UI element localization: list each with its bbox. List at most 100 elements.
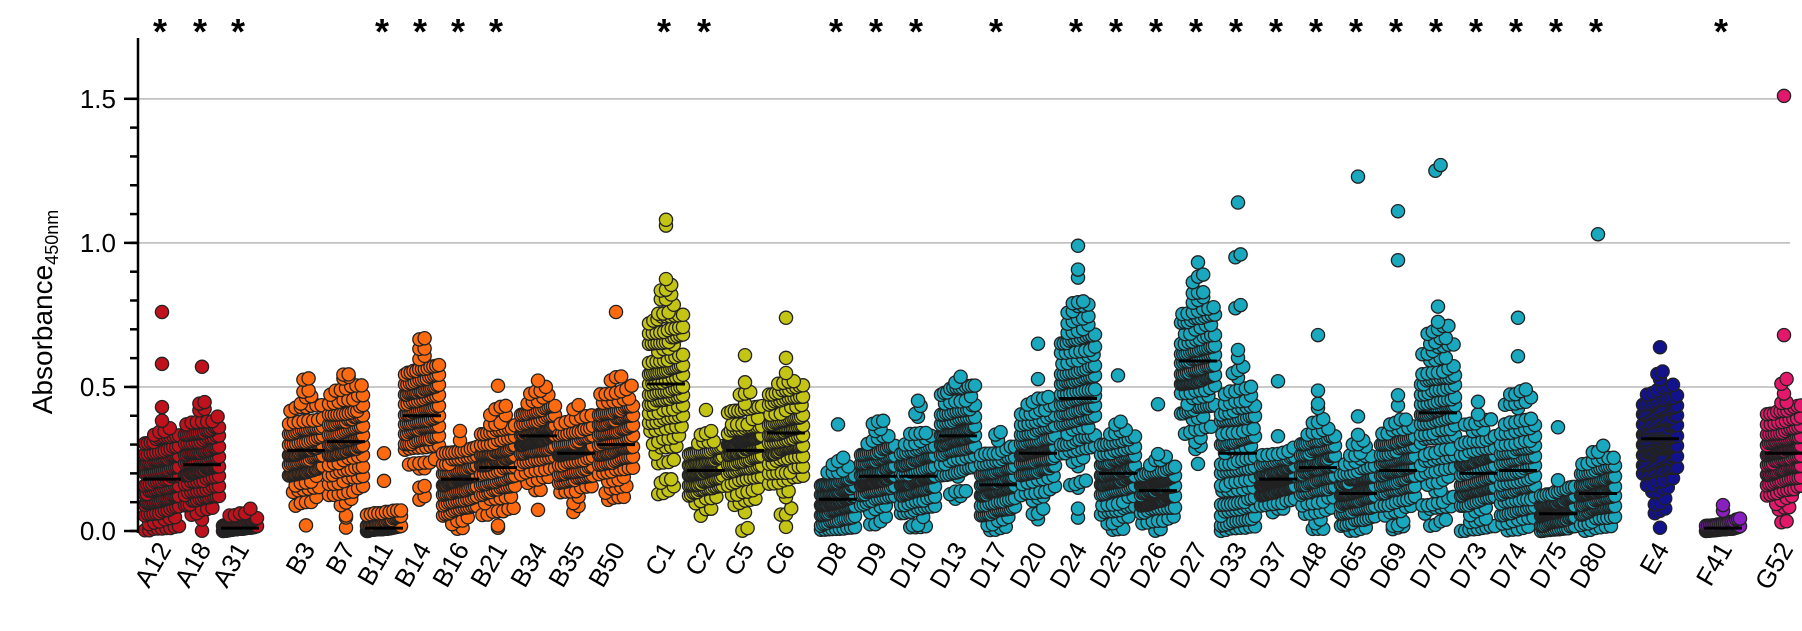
- data-point: [571, 397, 586, 413]
- data-point: [154, 413, 170, 428]
- data-point: [530, 373, 546, 388]
- group-D69: [1373, 203, 1423, 537]
- data-point: [967, 378, 983, 393]
- data-point: [1310, 383, 1326, 398]
- data-point: [498, 398, 514, 414]
- data-point: [194, 359, 210, 375]
- data-point: [1233, 297, 1248, 313]
- data-point: [1350, 409, 1366, 424]
- data-point: [698, 402, 714, 418]
- data-point: [1150, 396, 1166, 412]
- data-point: [1030, 336, 1046, 351]
- data-point: [1550, 473, 1566, 488]
- data-point: [1190, 255, 1206, 270]
- group-C6: [761, 310, 811, 535]
- data-point: [431, 357, 447, 373]
- data-point: [608, 304, 624, 320]
- data-point: [341, 367, 356, 382]
- data-point: [1195, 285, 1211, 300]
- data-point: [953, 369, 968, 384]
- data-point: [1230, 342, 1246, 358]
- data-point: [376, 445, 392, 461]
- data-point: [1470, 407, 1486, 422]
- data-point: [1075, 294, 1091, 309]
- data-point: [243, 501, 258, 516]
- data-point: [376, 473, 392, 489]
- data-point: [154, 356, 170, 372]
- data-point: [530, 502, 546, 518]
- data-point: [1510, 310, 1526, 326]
- data-point: [613, 369, 629, 384]
- data-point: [703, 423, 719, 439]
- data-point: [298, 518, 314, 533]
- data-point: [1078, 473, 1094, 488]
- data-point: [1438, 512, 1454, 527]
- data-point: [1206, 299, 1221, 315]
- data-point: [417, 478, 432, 494]
- data-points: [137, 88, 1802, 539]
- data-point: [1150, 446, 1166, 462]
- data-point: [393, 503, 409, 518]
- data-point: [1390, 203, 1406, 219]
- data-point: [1310, 396, 1326, 412]
- data-point: [1070, 262, 1086, 277]
- data-point: [740, 520, 755, 536]
- data-point: [1518, 382, 1534, 397]
- data-point: [1113, 414, 1128, 429]
- data-point: [1270, 373, 1286, 389]
- data-point: [417, 330, 432, 346]
- data-point: [658, 271, 674, 287]
- group-D20: [1013, 336, 1063, 527]
- data-point: [452, 423, 468, 439]
- data-point: [1070, 501, 1086, 516]
- data-point: [1230, 195, 1246, 210]
- data-point: [1195, 267, 1211, 282]
- data-point: [1510, 348, 1526, 364]
- data-point: [1070, 238, 1086, 254]
- data-point: [197, 394, 212, 410]
- data-point: [737, 347, 753, 363]
- data-point: [1350, 427, 1366, 443]
- data-point: [1550, 420, 1566, 435]
- group-D27: [1173, 255, 1223, 472]
- data-point: [154, 304, 170, 320]
- data-point: [1470, 394, 1486, 410]
- data-point: [778, 519, 794, 535]
- data-point: [210, 409, 225, 424]
- data-point: [1433, 157, 1448, 173]
- data-point: [1087, 382, 1103, 397]
- group-A31: [215, 501, 265, 539]
- data-point: [1430, 314, 1446, 330]
- data-point: [835, 450, 851, 465]
- group-D80: [1573, 226, 1623, 538]
- data-point: [658, 212, 674, 228]
- data-point: [1190, 456, 1206, 472]
- data-point: [1041, 389, 1056, 405]
- data-point: [1523, 411, 1539, 427]
- data-point: [910, 393, 926, 409]
- data-point: [958, 483, 974, 499]
- data-point: [918, 425, 934, 441]
- data-point: [1483, 412, 1499, 427]
- grid-lines: [138, 98, 1790, 388]
- data-point: [778, 365, 794, 381]
- data-point: [624, 378, 639, 393]
- group-B50: [591, 304, 641, 508]
- data-point: [1390, 252, 1406, 268]
- data-point: [737, 375, 753, 390]
- data-point: [875, 413, 891, 429]
- data-point: [1243, 379, 1259, 395]
- data-point: [778, 310, 794, 326]
- data-point: [1390, 387, 1406, 403]
- data-point: [1233, 247, 1248, 262]
- data-point: [490, 518, 506, 533]
- group-D65: [1333, 169, 1383, 538]
- data-point: [154, 399, 170, 415]
- data-point: [490, 378, 506, 394]
- data-point: [1350, 169, 1366, 184]
- data-point: [354, 378, 369, 393]
- data-point: [778, 350, 794, 366]
- data-point: [666, 452, 682, 468]
- group-A12: [137, 304, 187, 538]
